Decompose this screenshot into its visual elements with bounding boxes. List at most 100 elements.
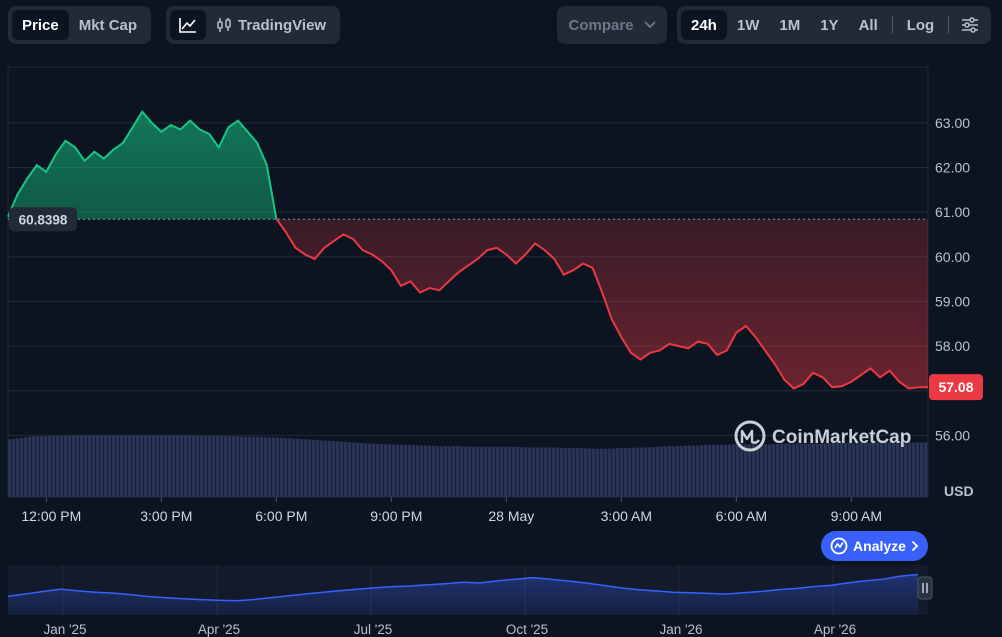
range-navigator[interactable]: Jan '25 Apr '25 Jul '25 Oct '25 Jan '26 Apr '…	[0, 560, 1002, 637]
navigator-line	[7, 573, 919, 602]
volume-bar	[760, 444, 764, 497]
volume-bar	[212, 435, 216, 497]
volume-bar	[180, 435, 184, 497]
volume-bar	[356, 442, 360, 497]
volume-bar	[208, 435, 212, 497]
volume-bar	[844, 443, 848, 497]
volume-bar	[40, 436, 44, 497]
volume-bar	[324, 440, 328, 497]
volume-bar	[424, 445, 428, 497]
volume-bar	[884, 442, 888, 497]
candlestick-icon	[217, 18, 231, 32]
volume-bar	[640, 447, 644, 497]
volume-bar	[400, 444, 404, 497]
volume-bar	[688, 445, 692, 497]
volume-bar	[228, 436, 232, 497]
chevron-right-icon	[911, 540, 919, 552]
volume-bar	[916, 442, 920, 497]
volume-bar	[904, 442, 908, 497]
log-scale-button[interactable]: Log	[906, 16, 935, 34]
volume-bar	[20, 437, 24, 497]
volume-bar	[440, 446, 444, 497]
compare-dropdown[interactable]: Compare	[557, 6, 667, 44]
volume-bar	[684, 445, 688, 497]
volume-bar	[284, 438, 288, 497]
volume-bar	[64, 435, 68, 497]
volume-bar	[168, 435, 172, 497]
volume-bar	[56, 435, 60, 497]
navigator-x-label: Jul '25	[354, 622, 393, 637]
price-chart[interactable]: 56.0057.0058.0059.0060.0061.0062.0063.00…	[0, 50, 1002, 550]
volume-bar	[432, 445, 436, 497]
range-all[interactable]: All	[858, 16, 878, 34]
volume-bar	[764, 444, 768, 497]
line-chart-icon	[179, 18, 196, 33]
volume-bar	[192, 435, 196, 497]
analyze-button[interactable]: Analyze	[821, 531, 928, 561]
volume-bar	[76, 435, 80, 497]
tab-price[interactable]: Price	[12, 10, 69, 40]
volume-bars	[8, 435, 928, 497]
range-24h[interactable]: 24h	[681, 10, 727, 40]
range-1m[interactable]: 1M	[779, 16, 801, 34]
volume-bar	[132, 435, 136, 497]
time-range-toggle: 24h 1W 1M 1Y All Log	[677, 6, 992, 44]
volume-bar	[120, 435, 124, 497]
navigator-x-label: Jan '25	[43, 622, 86, 637]
volume-bar	[532, 447, 536, 497]
line-chart-button[interactable]	[170, 10, 206, 40]
volume-bar	[220, 435, 224, 497]
compare-label: Compare	[568, 16, 634, 34]
volume-bar	[732, 444, 736, 497]
volume-bar	[900, 442, 904, 497]
x-axis: 12:00 PM 3:00 PM 6:00 PM 9:00 PM 28 May 3:00 …	[21, 497, 882, 524]
y-axis-unit: USD	[944, 483, 974, 499]
x-tick-label: 3:00 PM	[140, 508, 192, 524]
tradingview-button[interactable]: TradingView	[206, 10, 336, 40]
volume-bar	[444, 446, 448, 497]
volume-bar	[224, 436, 228, 497]
volume-bar	[448, 446, 452, 497]
volume-bar	[464, 446, 468, 497]
volume-bar	[268, 437, 272, 497]
volume-bar	[692, 445, 696, 497]
volume-bar	[736, 444, 740, 497]
volume-bar	[832, 443, 836, 497]
volume-bar	[576, 448, 580, 497]
y-tick-label: 58.00	[935, 338, 970, 354]
navigator-handle[interactable]	[917, 576, 933, 600]
volume-bar	[776, 443, 780, 497]
volume-bar	[876, 442, 880, 497]
volume-bar	[72, 435, 76, 497]
range-1w[interactable]: 1W	[736, 16, 760, 34]
volume-bar	[236, 436, 240, 497]
volume-bar	[152, 435, 156, 497]
volume-bar	[924, 442, 928, 497]
volume-bar	[592, 448, 596, 497]
volume-bar	[100, 435, 104, 497]
volume-bar	[436, 446, 440, 497]
chart-settings-button[interactable]	[953, 10, 987, 40]
range-1y[interactable]: 1Y	[820, 16, 839, 34]
volume-bar	[472, 446, 476, 497]
volume-bar	[816, 443, 820, 497]
volume-bar	[428, 445, 432, 497]
price-area-up	[8, 111, 277, 220]
x-tick-label: 12:00 PM	[21, 508, 81, 524]
volume-bar	[608, 448, 612, 497]
volume-bar	[124, 435, 128, 497]
volume-bar	[540, 447, 544, 497]
tab-market-cap[interactable]: Mkt Cap	[78, 16, 138, 34]
volume-bar	[660, 446, 664, 497]
volume-bar	[232, 436, 236, 497]
volume-bar	[68, 435, 72, 497]
volume-bar	[616, 448, 620, 497]
volume-bar	[460, 446, 464, 497]
navigator-x-label: Jan '26	[659, 622, 702, 637]
y-tick-label: 63.00	[935, 115, 970, 131]
x-tick-label: 9:00 AM	[831, 508, 882, 524]
navigator-svg: Jan '25 Apr '25 Jul '25 Oct '25 Jan '26 Apr '…	[7, 565, 933, 637]
chart-type-toggle: TradingView	[166, 6, 341, 44]
volume-bar	[724, 444, 728, 497]
volume-bar	[748, 444, 752, 497]
